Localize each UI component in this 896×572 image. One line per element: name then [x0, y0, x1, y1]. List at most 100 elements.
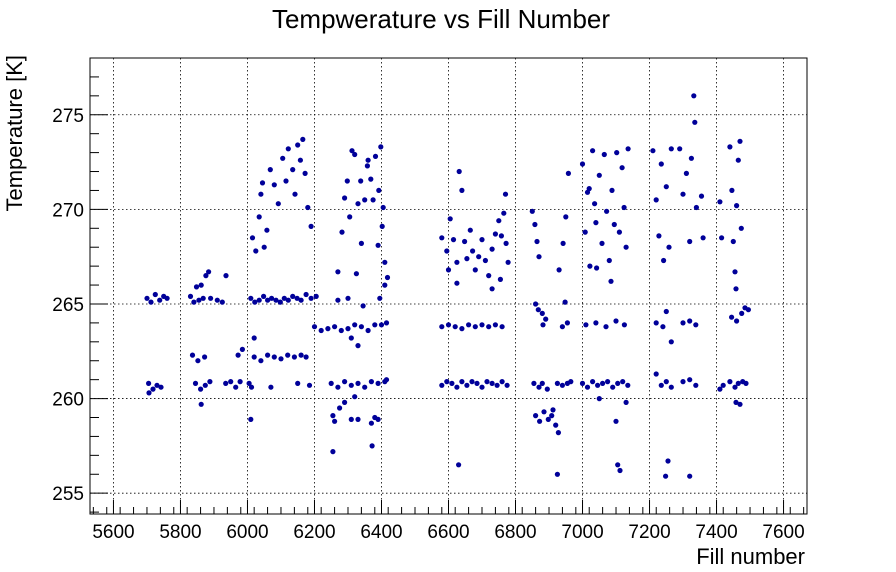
data-point: [623, 244, 629, 250]
data-point: [313, 293, 319, 299]
data-point: [563, 214, 569, 220]
data-point: [613, 418, 619, 424]
data-point: [545, 416, 551, 422]
data-point: [464, 256, 470, 262]
data-point: [486, 324, 492, 330]
data-point: [533, 301, 539, 307]
data-point: [610, 384, 616, 390]
y-tick-label: 265: [52, 295, 84, 316]
data-point: [362, 384, 368, 390]
data-point: [445, 267, 452, 273]
data-point: [599, 240, 605, 246]
data-point: [370, 197, 376, 203]
data-point: [256, 297, 262, 303]
data-point: [328, 380, 334, 386]
data-point: [663, 473, 669, 479]
data-point: [611, 221, 617, 228]
data-point: [352, 151, 358, 158]
data-point: [620, 379, 626, 385]
data-point: [294, 295, 300, 301]
data-point: [660, 324, 666, 330]
data-point: [658, 161, 664, 167]
data-point: [198, 386, 204, 392]
data-point: [271, 182, 277, 188]
data-point: [380, 204, 386, 211]
data-point: [579, 161, 586, 167]
data-point: [365, 157, 371, 163]
data-point: [540, 322, 546, 328]
data-point: [248, 416, 254, 422]
data-point: [537, 418, 543, 424]
data-point: [479, 322, 485, 328]
data-point: [164, 295, 170, 301]
data-point: [342, 399, 348, 405]
data-point: [541, 409, 547, 415]
data-point: [614, 150, 620, 156]
data-point: [608, 278, 614, 284]
data-point: [332, 418, 338, 424]
data-point: [737, 138, 743, 144]
data-point: [303, 291, 309, 298]
data-point: [687, 473, 693, 479]
data-point: [456, 462, 462, 468]
y-tick-label: 275: [52, 106, 84, 127]
data-point: [264, 227, 270, 233]
data-point: [285, 297, 291, 303]
grid-lines: [90, 58, 807, 514]
x-tick-label: 6200: [293, 522, 335, 543]
data-point: [376, 187, 382, 193]
data-point: [191, 299, 197, 305]
data-point: [202, 354, 208, 360]
x-axis-label: Fill number: [696, 544, 805, 569]
data-point: [382, 259, 388, 265]
data-point: [383, 320, 390, 326]
data-point: [587, 263, 593, 269]
data-point: [603, 324, 609, 330]
data-point: [656, 233, 662, 239]
data-point: [472, 324, 478, 330]
data-point: [352, 394, 358, 400]
data-point: [265, 297, 271, 303]
data-point: [308, 295, 314, 301]
data-point: [594, 265, 600, 271]
data-point: [734, 203, 740, 209]
data-point: [439, 324, 445, 330]
data-point: [291, 354, 297, 360]
data-point: [720, 382, 726, 388]
data-point: [353, 271, 359, 277]
data-point: [532, 221, 538, 228]
data-point: [338, 327, 344, 334]
data-point: [562, 299, 568, 305]
data-point: [377, 295, 383, 301]
data-point: [727, 379, 733, 385]
data-point: [187, 293, 194, 299]
data-point: [733, 286, 739, 292]
data-point: [717, 199, 723, 205]
data-point: [459, 379, 465, 385]
data-point: [444, 248, 450, 254]
data-point: [529, 208, 535, 214]
data-point: [283, 178, 289, 184]
data-point: [452, 324, 458, 330]
data-point: [719, 235, 725, 241]
data-point: [368, 176, 374, 182]
data-point: [358, 240, 364, 246]
data-point: [596, 172, 602, 178]
data-point: [378, 322, 385, 328]
x-tick-label: 7200: [628, 522, 670, 543]
data-point: [295, 142, 301, 148]
data-point: [536, 384, 542, 390]
data-point: [554, 471, 561, 477]
data-point: [464, 382, 470, 388]
data-point: [337, 405, 343, 411]
data-point: [375, 416, 381, 422]
data-point: [355, 201, 361, 207]
data-point: [308, 223, 314, 229]
data-point: [568, 379, 574, 385]
data-point: [368, 379, 374, 385]
tick-labels: 5600 5800 6000 6200 6400 6600 6800 7000 7200 7400…: [52, 106, 804, 543]
data-point: [298, 352, 304, 358]
data-point: [251, 335, 257, 341]
data-point: [275, 201, 281, 207]
data-point: [579, 380, 586, 386]
